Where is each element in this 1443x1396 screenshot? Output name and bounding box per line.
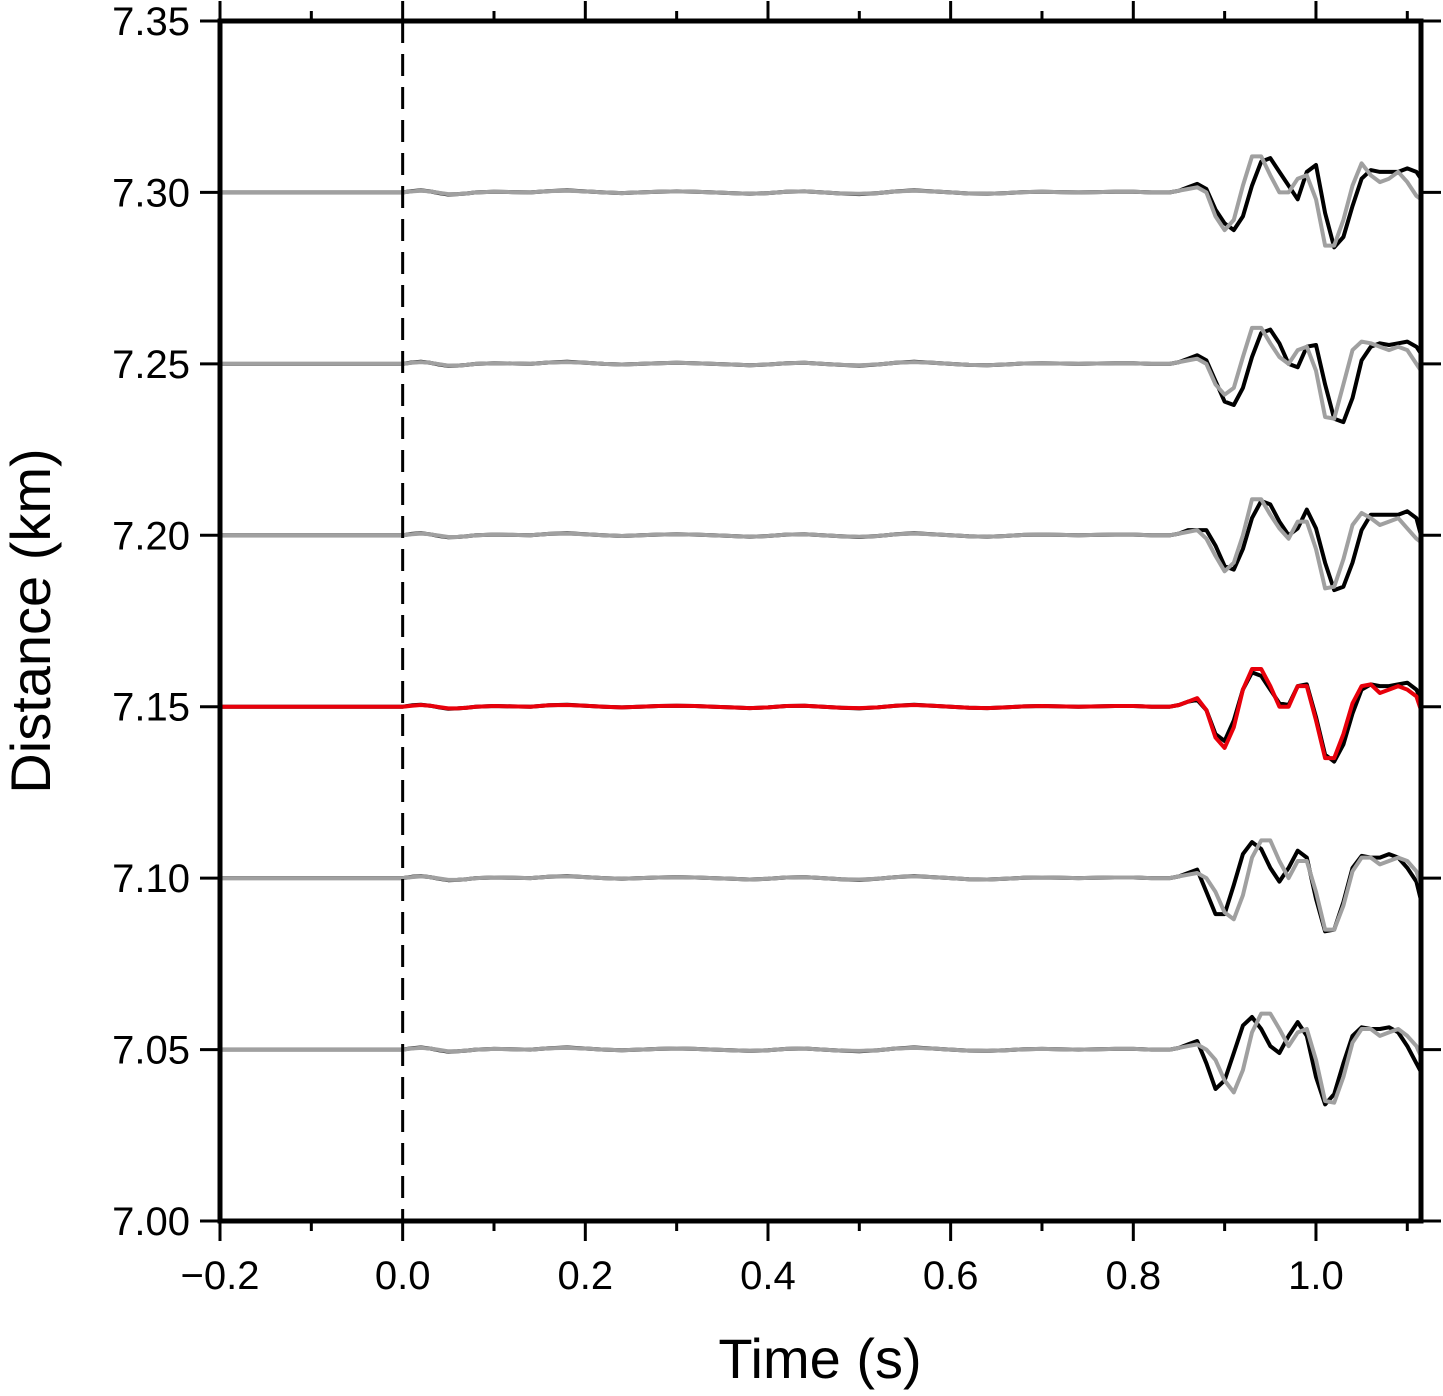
x-tick-label: 1.0: [1288, 1254, 1344, 1298]
synthetic-trace-7-25: [220, 325, 1423, 421]
y-tick-label: 7.30: [112, 171, 190, 215]
synthetic-trace-7-10: [220, 838, 1423, 932]
y-tick-label: 7.00: [112, 1200, 190, 1244]
synthetic-trace-7-05: [220, 1011, 1423, 1105]
synthetic-trace-7-20: [220, 497, 1423, 591]
y-axis-title: Distance (km): [0, 448, 62, 793]
observed-trace-7-30: [220, 156, 1423, 250]
x-tick-label: 0.2: [558, 1254, 614, 1298]
observed-trace-7-15: [220, 670, 1423, 764]
observed-trace-7-10: [220, 840, 1423, 934]
observed-trace-7-25: [220, 327, 1423, 425]
plot-frame: [217, 18, 1424, 1224]
highlight-trace-7-15: [220, 667, 1423, 761]
y-tick-label: 7.05: [112, 1029, 190, 1073]
x-tick-label: 0.0: [375, 1254, 431, 1298]
plot-frame-layer: [217, 18, 1424, 1224]
x-tick-label: 0.8: [1106, 1254, 1162, 1298]
y-tick-label: 7.10: [112, 857, 190, 901]
synthetic-trace-7-30: [220, 154, 1423, 248]
axis-ticks-layer: −0.2 0.0 0.2 0.4 0.6 0.8 1.0 7.00 7.05 7.10 7.15 7.…: [112, 0, 1441, 1298]
y-tick-label: 7.25: [112, 343, 190, 387]
y-tick-label: 7.35: [112, 0, 190, 44]
traces-layer: [220, 154, 1423, 1107]
y-tick-label: 7.20: [112, 514, 190, 558]
x-axis-title: Time (s): [718, 1327, 921, 1390]
x-tick-label: 0.4: [740, 1254, 796, 1298]
x-tick-label: 0.6: [923, 1254, 979, 1298]
x-tick-label: −0.2: [181, 1254, 260, 1298]
observed-trace-7-05: [220, 1015, 1423, 1107]
y-tick-label: 7.15: [112, 686, 190, 730]
